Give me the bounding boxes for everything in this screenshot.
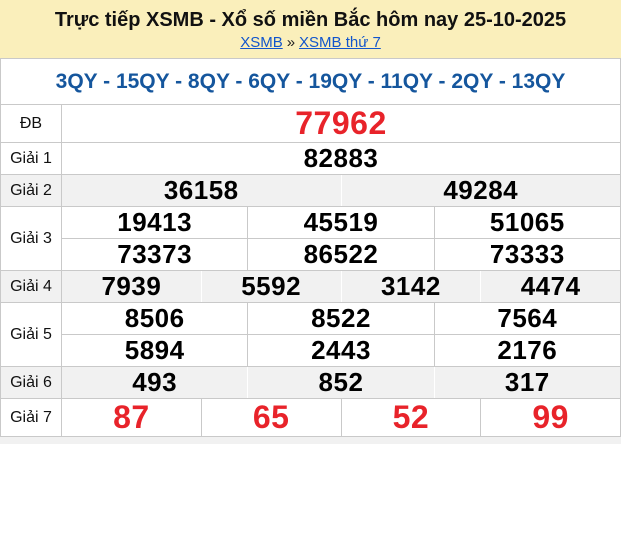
prize-number: 82883 bbox=[303, 143, 379, 173]
prize-label-g6: Giải 6 bbox=[1, 367, 62, 398]
prize-label-db: ĐB bbox=[1, 105, 62, 142]
prize-number: 852 bbox=[247, 367, 433, 398]
prize-label-g3: Giải 3 bbox=[1, 207, 62, 270]
prize-values-db: 77962 bbox=[62, 105, 620, 142]
result-row-g5: Giải 5 8506 8522 7564 5894 2443 2176 bbox=[1, 302, 620, 366]
results-table: 3QY - 15QY - 8QY - 6QY - 19QY - 11QY - 2… bbox=[0, 58, 621, 437]
result-row-g2: Giải 2 36158 49284 bbox=[1, 174, 620, 206]
prize-number: 49284 bbox=[340, 175, 621, 206]
breadcrumb-link-xsmb[interactable]: XSMB bbox=[240, 34, 283, 51]
prize-values-g2: 36158 49284 bbox=[62, 175, 620, 206]
breadcrumb: XSMB» XSMB thứ 7 bbox=[0, 33, 621, 53]
prize-number: 8506 bbox=[124, 303, 185, 333]
prize-values-g1: 82883 bbox=[62, 143, 620, 174]
prize-number: 36158 bbox=[163, 175, 239, 205]
prize-label-g4: Giải 4 bbox=[1, 271, 62, 302]
prize-number: 8522 bbox=[247, 303, 433, 334]
prize-values-g7: 87 65 52 99 bbox=[62, 399, 620, 436]
prize-number: 7564 bbox=[433, 303, 620, 334]
prize-number: 4474 bbox=[480, 271, 620, 302]
prize-number: 77962 bbox=[295, 105, 387, 141]
page-header: Trực tiếp XSMB - Xổ số miền Bắc hôm nay … bbox=[0, 0, 621, 58]
prize-number: 2443 bbox=[247, 335, 433, 366]
prize-number: 73333 bbox=[433, 239, 620, 270]
prize-number: 7939 bbox=[101, 271, 162, 301]
prize-number: 51065 bbox=[433, 207, 620, 238]
prize-label-g5: Giải 5 bbox=[1, 303, 62, 366]
result-row-g7: Giải 7 87 65 52 99 bbox=[1, 398, 620, 436]
prize-values-g5: 8506 8522 7564 5894 2443 2176 bbox=[62, 303, 620, 366]
result-row-g3: Giải 3 19413 45519 51065 73373 86522 73333 bbox=[1, 206, 620, 270]
prize-number: 99 bbox=[480, 399, 620, 436]
next-section-strip bbox=[0, 437, 621, 444]
prize-number: 5894 bbox=[124, 335, 185, 365]
result-row-g1: Giải 1 82883 bbox=[1, 142, 620, 174]
breadcrumb-separator: » bbox=[286, 34, 296, 51]
prize-number: 86522 bbox=[247, 239, 433, 270]
prize-number: 493 bbox=[132, 367, 178, 397]
prize-number: 3142 bbox=[340, 271, 481, 302]
prize-number: 45519 bbox=[247, 207, 433, 238]
prize-number: 65 bbox=[200, 399, 341, 436]
prize-label-g2: Giải 2 bbox=[1, 175, 62, 206]
prize-number: 317 bbox=[433, 367, 620, 398]
prize-label-g1: Giải 1 bbox=[1, 143, 62, 174]
prize-values-g6: 493 852 317 bbox=[62, 367, 620, 398]
prize-number: 73373 bbox=[117, 239, 193, 269]
prize-label-g7: Giải 7 bbox=[1, 399, 62, 436]
prize-values-g3: 19413 45519 51065 73373 86522 73333 bbox=[62, 207, 620, 270]
prize-number: 52 bbox=[340, 399, 481, 436]
loto-summary: 3QY - 15QY - 8QY - 6QY - 19QY - 11QY - 2… bbox=[1, 59, 620, 104]
result-row-db: ĐB 77962 bbox=[1, 104, 620, 142]
page-title: Trực tiếp XSMB - Xổ số miền Bắc hôm nay … bbox=[54, 9, 567, 31]
prize-number: 2176 bbox=[433, 335, 620, 366]
breadcrumb-link-xsmb-day[interactable]: XSMB thứ 7 bbox=[299, 34, 381, 51]
prize-number: 19413 bbox=[117, 207, 193, 237]
result-row-g6: Giải 6 493 852 317 bbox=[1, 366, 620, 398]
prize-number: 87 bbox=[113, 399, 150, 435]
prize-number: 5592 bbox=[200, 271, 341, 302]
prize-values-g4: 7939 5592 3142 4474 bbox=[62, 271, 620, 302]
result-row-g4: Giải 4 7939 5592 3142 4474 bbox=[1, 270, 620, 302]
